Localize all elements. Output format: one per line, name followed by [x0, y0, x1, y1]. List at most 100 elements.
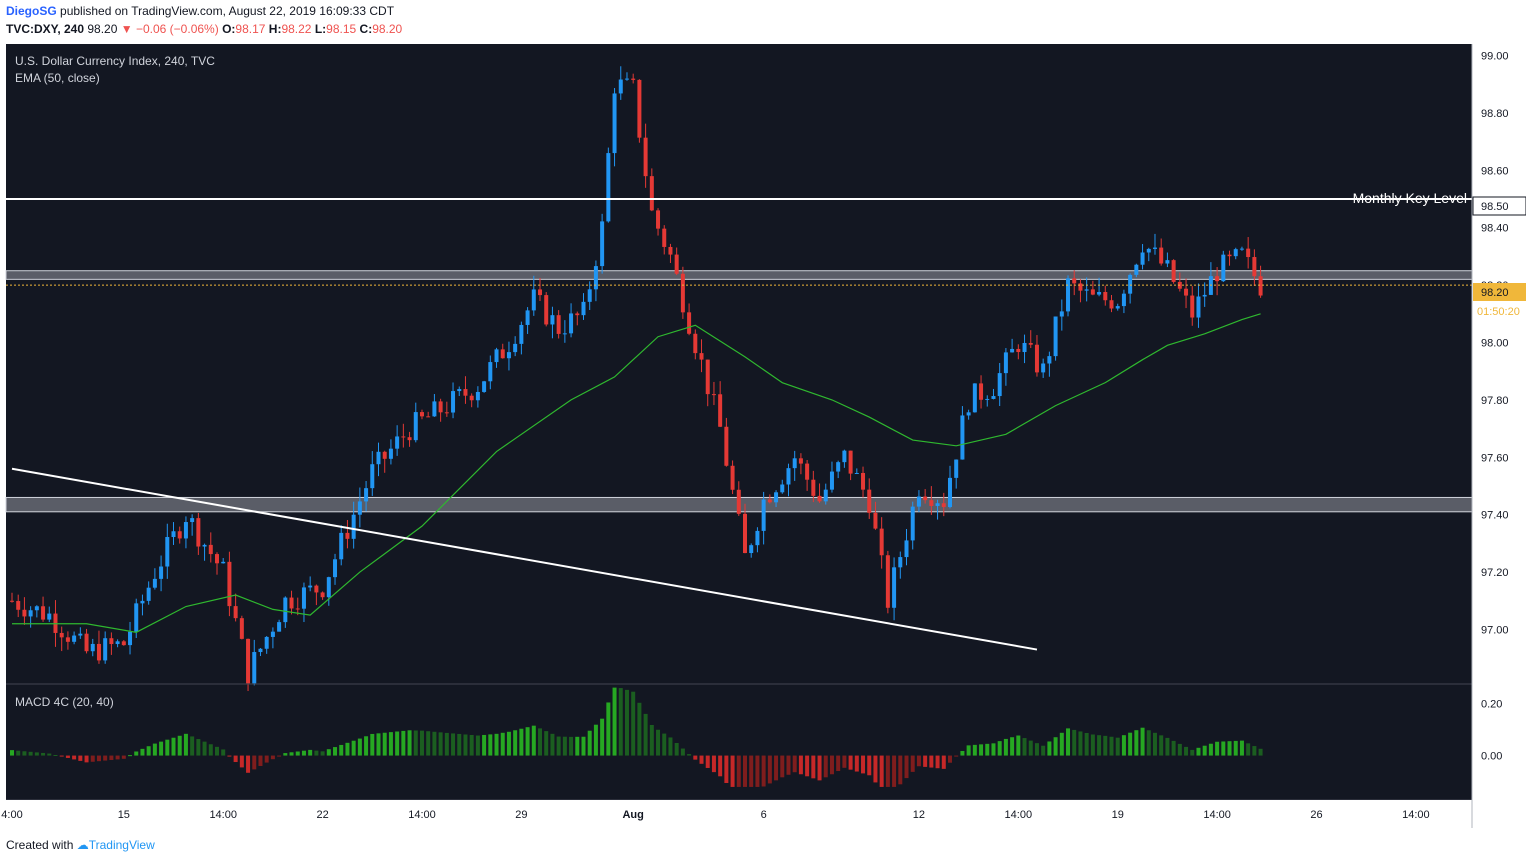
sr-zone-1[interactable]	[5, 270, 1473, 280]
candle	[320, 591, 325, 600]
candle	[848, 450, 853, 481]
candle	[1084, 277, 1089, 302]
change: −0.06 (−0.06%)	[135, 22, 219, 36]
candle-body	[469, 395, 474, 401]
chart-pane[interactable]	[6, 44, 1472, 828]
trendline[interactable]	[11, 467, 1038, 651]
candle	[1159, 238, 1164, 266]
candle-body	[562, 333, 567, 335]
candle-body	[165, 537, 170, 567]
candle	[444, 401, 449, 417]
macd-bar	[823, 755, 828, 778]
macd-bar	[966, 745, 971, 756]
candle-body	[264, 636, 269, 649]
macd-bar	[1233, 740, 1238, 756]
macd-bar	[979, 744, 984, 756]
candle	[680, 266, 685, 319]
macd-bar	[910, 755, 915, 772]
tradingview-brand[interactable]: TradingView	[88, 838, 155, 852]
candle-body	[587, 289, 592, 302]
price-tick: 97.60	[1481, 452, 1509, 464]
candle	[1202, 282, 1207, 307]
tradingview-logo-icon[interactable]: ☁	[76, 838, 89, 852]
macd-bar	[811, 755, 816, 779]
macd-bar	[463, 734, 468, 756]
macd-bar	[506, 731, 511, 756]
candle	[1134, 263, 1139, 278]
o-value: 98.17	[235, 22, 266, 36]
macd-tick: 0.20	[1481, 698, 1502, 710]
candle	[513, 336, 518, 357]
candle	[432, 394, 437, 417]
macd-bar	[848, 755, 853, 770]
price-tick: 97.40	[1481, 510, 1509, 522]
macd-bar	[1208, 743, 1213, 756]
candle	[84, 628, 89, 654]
macd-bar	[836, 755, 841, 772]
macd-bar	[519, 728, 524, 756]
price-axis[interactable]	[1472, 44, 1526, 828]
macd-bar	[842, 755, 847, 768]
candle-body	[395, 436, 400, 449]
candle	[370, 451, 375, 496]
candle-body	[1041, 363, 1046, 373]
candle	[1022, 334, 1027, 364]
candle	[624, 72, 629, 81]
macd-bar	[1078, 731, 1083, 756]
candle	[910, 501, 915, 550]
candle	[482, 380, 487, 393]
macd-bar	[935, 755, 940, 769]
candle-body	[637, 79, 642, 138]
macd-bar	[494, 733, 499, 756]
macd-bar	[270, 755, 275, 760]
macd-bar	[53, 755, 58, 757]
candle-body	[10, 600, 14, 602]
candle-body	[674, 254, 679, 274]
macd-bar	[1146, 730, 1151, 756]
candle	[339, 525, 344, 566]
macd-bar	[1221, 741, 1226, 756]
macd-bar	[401, 730, 406, 756]
candle	[991, 388, 996, 400]
candle-body	[736, 489, 741, 514]
time-axis[interactable]	[0, 800, 1526, 828]
macd-bar	[47, 753, 52, 756]
macd-bar	[705, 755, 710, 768]
macd-bar	[171, 737, 176, 756]
candle	[258, 648, 263, 657]
macd-bar	[1103, 735, 1108, 756]
macd-bar	[183, 733, 188, 756]
candle	[786, 463, 791, 497]
candle	[997, 362, 1002, 406]
price-tick: 98.40	[1481, 223, 1509, 235]
macd-bar	[258, 755, 263, 766]
candle	[419, 409, 424, 420]
macd-bar	[792, 755, 797, 773]
macd-bar	[165, 739, 170, 756]
candle-body	[451, 391, 456, 413]
macd-bar	[277, 755, 282, 757]
candle-body	[1221, 254, 1226, 282]
candle	[767, 494, 772, 504]
candle	[1059, 299, 1064, 331]
candle	[90, 638, 95, 657]
candle	[823, 483, 828, 505]
candle-body	[84, 633, 89, 652]
author-name[interactable]: DiegoSG	[6, 4, 57, 18]
candle	[1103, 285, 1108, 306]
candle-body	[295, 608, 300, 610]
candle	[544, 292, 549, 327]
macd-bar	[1196, 747, 1201, 756]
macd-bar	[233, 755, 238, 763]
candle-body	[376, 451, 381, 465]
candle-body	[525, 310, 530, 325]
candle	[469, 393, 474, 408]
candle-body	[258, 648, 263, 653]
candle-body	[1171, 260, 1176, 282]
macd-bar	[656, 729, 661, 756]
candle-body	[600, 221, 605, 267]
candle	[1184, 278, 1189, 309]
candle-body	[252, 652, 257, 684]
candle-body	[705, 359, 710, 395]
